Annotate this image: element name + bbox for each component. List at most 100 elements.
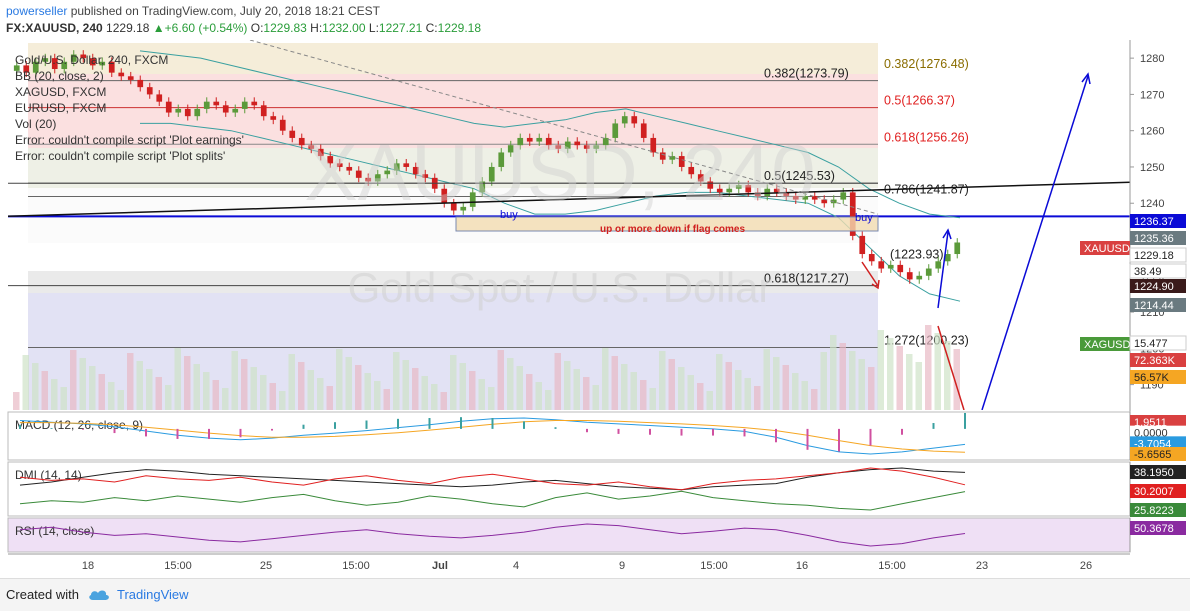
candle[interactable] [374, 174, 381, 182]
candle[interactable] [469, 192, 476, 207]
candle[interactable] [897, 264, 904, 273]
rsi-pane[interactable]: RSI (14, close) 50.3678 [7, 517, 1190, 553]
candle[interactable] [906, 272, 913, 280]
candle[interactable] [203, 101, 210, 109]
candle[interactable] [650, 137, 657, 153]
candle[interactable] [156, 94, 163, 102]
projection-arrow[interactable] [981, 75, 1089, 410]
macd-pane[interactable]: MACD (12, 26, close, 9) 1.95110.0000-3.70… [7, 411, 1190, 461]
candle[interactable] [355, 170, 362, 178]
candle[interactable] [70, 54, 77, 62]
candle[interactable] [298, 137, 305, 146]
candle[interactable] [412, 166, 419, 175]
tradingview-link[interactable]: TradingView [117, 587, 189, 602]
candle[interactable] [137, 79, 144, 88]
candle[interactable] [574, 141, 581, 146]
candle[interactable] [327, 156, 334, 164]
candle[interactable] [602, 137, 609, 146]
candle[interactable] [346, 166, 353, 171]
candle[interactable] [80, 54, 87, 59]
candle[interactable] [859, 235, 866, 255]
candle[interactable] [764, 188, 771, 196]
candle[interactable] [336, 163, 343, 167]
candle[interactable] [517, 137, 524, 146]
candle[interactable] [707, 181, 714, 189]
candle[interactable] [222, 105, 229, 113]
candle[interactable] [612, 123, 619, 138]
candle[interactable] [175, 108, 182, 113]
candle[interactable] [593, 145, 600, 149]
candle[interactable] [631, 116, 638, 124]
candle[interactable] [441, 188, 448, 204]
candle[interactable] [536, 137, 543, 142]
candle[interactable] [51, 58, 58, 70]
candle[interactable] [840, 192, 847, 200]
candle[interactable] [479, 181, 486, 193]
candle[interactable] [403, 163, 410, 167]
chart-canvas[interactable]: 0.382(1273.79) 0.382(1276.48) 0.5(1266.37)… [0, 40, 1190, 578]
candle[interactable] [944, 254, 951, 262]
candle[interactable] [270, 116, 277, 120]
candle[interactable] [555, 145, 562, 149]
candle[interactable] [184, 108, 191, 117]
candle[interactable] [99, 61, 106, 66]
candle[interactable] [146, 87, 153, 95]
candle[interactable] [488, 166, 495, 182]
candle[interactable] [260, 105, 267, 117]
small-up-arrow[interactable] [937, 231, 949, 309]
red-drop-arrow[interactable] [937, 325, 965, 410]
candle[interactable] [792, 195, 799, 200]
candle[interactable] [384, 170, 391, 175]
trend-line[interactable] [8, 181, 1130, 218]
candle[interactable] [232, 108, 239, 113]
candle[interactable] [564, 141, 571, 149]
candle[interactable] [726, 188, 733, 193]
candle[interactable] [507, 145, 514, 153]
candle[interactable] [108, 61, 115, 73]
candle[interactable] [669, 156, 676, 160]
candle[interactable] [887, 264, 894, 269]
candle[interactable] [688, 166, 695, 175]
candle[interactable] [365, 177, 372, 182]
candle[interactable] [802, 195, 809, 200]
candle[interactable] [640, 123, 647, 138]
candle[interactable] [460, 206, 467, 211]
candle[interactable] [279, 119, 286, 131]
time-axis[interactable]: 18 15:00 25 15:00 Jul 4 9 15:00 16 15:00 23 26 [8, 553, 1130, 572]
candle[interactable] [13, 65, 20, 71]
candle[interactable] [878, 261, 885, 269]
candle[interactable] [118, 72, 125, 77]
down-arrow[interactable] [861, 261, 879, 287]
candle[interactable] [317, 148, 324, 157]
candle[interactable] [241, 101, 248, 109]
candle[interactable] [716, 188, 723, 193]
candle[interactable] [498, 152, 505, 167]
candle[interactable] [61, 61, 68, 70]
candle[interactable] [32, 61, 39, 73]
candle[interactable] [811, 195, 818, 200]
candle[interactable] [89, 58, 96, 66]
candle[interactable] [308, 145, 315, 149]
candle[interactable] [165, 101, 172, 113]
candle[interactable] [678, 156, 685, 167]
candle[interactable] [194, 108, 201, 117]
candle[interactable] [422, 174, 429, 178]
candle[interactable] [821, 199, 828, 204]
candle[interactable] [916, 275, 923, 280]
candle[interactable] [289, 130, 296, 138]
candle[interactable] [735, 185, 742, 189]
candle[interactable] [697, 174, 704, 182]
candle[interactable] [42, 58, 49, 62]
candle[interactable] [925, 268, 932, 276]
candle[interactable] [450, 203, 457, 211]
main-price-pane[interactable]: 0.382(1273.79) 0.382(1276.48) 0.5(1266.37)… [8, 40, 1130, 410]
candle[interactable] [393, 163, 400, 171]
candle[interactable] [659, 152, 666, 160]
candle[interactable] [783, 192, 790, 196]
dashed-trendline[interactable] [249, 40, 879, 215]
candle[interactable] [213, 101, 220, 106]
candle[interactable] [773, 188, 780, 193]
candle[interactable] [251, 101, 258, 106]
candle[interactable] [868, 254, 875, 262]
